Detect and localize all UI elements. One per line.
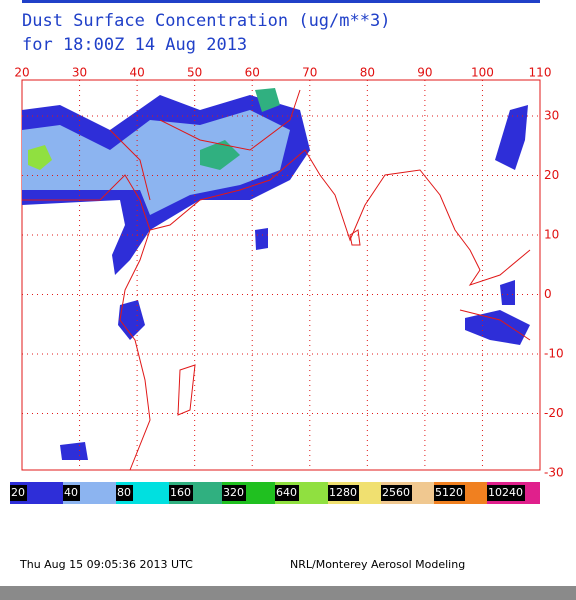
dust-area [22, 110, 290, 215]
top-strip [22, 0, 540, 3]
colorbar-label: 10240 [488, 486, 523, 499]
dust-area [28, 145, 52, 170]
lat-label: -30 [544, 466, 564, 480]
dust-area [500, 280, 515, 305]
dust-area [60, 442, 88, 460]
coastline [177, 364, 196, 416]
colorbar-label-bg [116, 485, 133, 501]
lat-label: 0 [544, 287, 552, 301]
title: Dust Surface Concentration (ug/m**3) [22, 11, 390, 31]
coastline [22, 149, 531, 286]
dust-area [200, 140, 240, 170]
dust-area [255, 228, 268, 250]
colorbar: 20 40 80 160 320 640 1280 2560 5120 10240 [10, 482, 540, 504]
coastline [349, 229, 361, 246]
lon-label: 20 [14, 66, 29, 80]
lon-label: 110 [529, 66, 552, 80]
colorbar-label: 2560 [382, 486, 410, 499]
dust-area [495, 105, 528, 170]
colorbar-label-bg [10, 485, 27, 501]
map [21, 79, 541, 471]
credit: NRL/Monterey Aerosol Modeling [290, 558, 465, 571]
lon-label: 50 [187, 66, 202, 80]
lat-label: -10 [544, 347, 564, 361]
colorbar-label-bg [328, 485, 359, 501]
lon-label: 70 [302, 66, 317, 80]
colorbar-label-bg [434, 485, 465, 501]
lat-label: 20 [544, 168, 559, 182]
dust-area [255, 88, 280, 112]
lat-label: 30 [544, 109, 559, 123]
colorbar-label-bg [381, 485, 412, 501]
lon-label: 40 [129, 66, 144, 80]
lon-label: 90 [417, 66, 432, 80]
lon-label: 60 [245, 66, 260, 80]
colorbar-label: 160 [170, 486, 191, 499]
lat-label: -20 [544, 406, 564, 420]
coastline [459, 309, 531, 341]
colorbar-label-bg [222, 485, 246, 501]
colorbar-label-bg [169, 485, 193, 501]
colorbar-label: 20 [11, 486, 25, 499]
dust-area [118, 300, 145, 340]
colorbar-label-bg [275, 485, 299, 501]
colorbar-label: 320 [223, 486, 244, 499]
colorbar-label: 80 [117, 486, 131, 499]
lon-label: 80 [360, 66, 375, 80]
colorbar-label: 5120 [435, 486, 463, 499]
timestamp: Thu Aug 15 09:05:36 2013 UTC [19, 558, 193, 571]
colorbar-label: 1280 [329, 486, 357, 499]
lon-label: 100 [471, 66, 494, 80]
coastline [109, 89, 301, 201]
colorbar-label: 40 [64, 486, 78, 499]
toolbar [0, 586, 576, 600]
colorbar-label-bg [63, 485, 80, 501]
colorbar-label: 640 [276, 486, 297, 499]
dust-area [465, 310, 530, 345]
subtitle: for 18:00Z 14 Aug 2013 [22, 35, 247, 55]
colorbar-label-bg [487, 485, 525, 501]
lon-label: 30 [72, 66, 87, 80]
lat-label: 10 [544, 228, 559, 242]
